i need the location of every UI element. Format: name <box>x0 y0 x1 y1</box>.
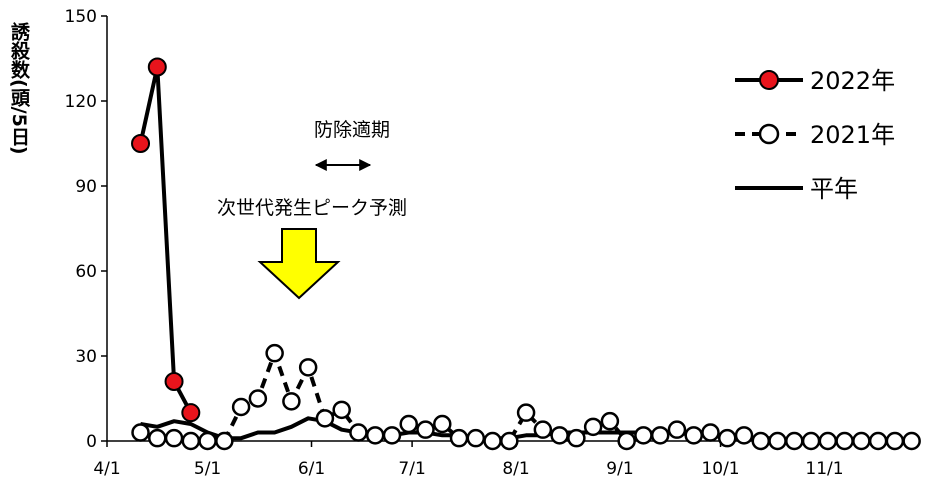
point-2021 <box>449 428 469 448</box>
point-2021 <box>852 431 871 451</box>
legend-label-heinen: 平年 <box>810 175 858 203</box>
x-tick-label: 7/1 <box>398 459 425 479</box>
point-2021 <box>751 431 771 451</box>
point-2021 <box>801 431 821 451</box>
point-2021 <box>164 428 184 448</box>
point-2021 <box>818 431 838 451</box>
series-layer <box>131 57 921 451</box>
legend-marker-2021 <box>758 123 780 145</box>
x-tick-label: 10/1 <box>701 459 739 479</box>
point-2021 <box>617 431 636 451</box>
y-tick-label: 90 <box>75 177 97 197</box>
point-2021 <box>583 417 603 437</box>
point-2021 <box>416 420 435 439</box>
point-2021 <box>198 431 217 451</box>
y-tick-label: 30 <box>75 347 97 367</box>
axes: 0 30 60 90 120 150 4/1 5/1 6/1 7/1 8/1 9/1 10/1 11/1 <box>65 7 915 479</box>
point-2021 <box>902 431 921 451</box>
point-2021 <box>701 423 720 442</box>
peak-forecast-label: 次世代発生ピーク予測 <box>217 197 407 219</box>
series-line-2022 <box>138 65 193 414</box>
point-2021 <box>634 426 653 445</box>
point-2021 <box>835 431 854 451</box>
point-2021 <box>600 411 620 431</box>
point-2022 <box>131 134 151 153</box>
point-2021 <box>533 420 553 439</box>
point-2021 <box>550 426 569 445</box>
point-2021 <box>248 389 268 408</box>
point-2021 <box>785 431 804 451</box>
y-tick-label: 150 <box>65 7 97 27</box>
point-2021 <box>181 431 201 451</box>
y-axis-label: 誘殺数(頭/5日) <box>8 22 30 155</box>
x-tick-label: 5/1 <box>194 459 221 479</box>
point-2021 <box>567 428 586 448</box>
x-tick-label: 6/1 <box>298 459 325 479</box>
point-2021 <box>466 428 486 448</box>
point-2021 <box>516 403 536 422</box>
point-2021 <box>131 423 150 442</box>
peak-forecast-arrow <box>257 228 341 300</box>
point-2021 <box>717 428 737 448</box>
x-tick-label: 9/1 <box>606 459 633 479</box>
point-2021 <box>315 409 335 428</box>
point-2022 <box>147 57 167 77</box>
point-2021 <box>282 392 301 411</box>
legend-marker-2022 <box>759 70 779 90</box>
point-2021 <box>215 431 234 451</box>
y-tick-label: 60 <box>75 262 97 282</box>
x-tick-label: 11/1 <box>805 459 843 479</box>
point-2021 <box>399 414 418 434</box>
point-2021 <box>483 431 502 451</box>
point-2021 <box>382 426 402 445</box>
point-2021 <box>768 431 787 451</box>
point-2021 <box>667 420 687 439</box>
point-2022 <box>164 372 184 391</box>
point-2021 <box>332 400 351 420</box>
point-2021 <box>365 426 385 445</box>
point-2021 <box>148 428 167 448</box>
point-2021 <box>868 431 888 451</box>
point-2021 <box>734 426 754 445</box>
y-tick-label: 0 <box>86 432 97 452</box>
point-2021 <box>650 426 670 445</box>
point-2021 <box>684 426 703 445</box>
point-2021 <box>885 431 905 451</box>
x-tick-label: 8/1 <box>502 459 529 479</box>
point-2021 <box>433 414 452 434</box>
legend-label-2022: 2022年 <box>810 67 895 95</box>
point-2021 <box>500 431 519 451</box>
point-2021 <box>349 423 368 442</box>
point-2021 <box>265 343 284 363</box>
x-tick-label: 4/1 <box>93 459 120 479</box>
legend-label-2021: 2021年 <box>810 121 895 149</box>
point-2021 <box>231 397 251 417</box>
point-2022 <box>181 403 201 423</box>
y-tick-label: 120 <box>65 92 97 112</box>
control-period-label: 防除適期 <box>314 119 390 141</box>
point-2021 <box>298 358 318 377</box>
